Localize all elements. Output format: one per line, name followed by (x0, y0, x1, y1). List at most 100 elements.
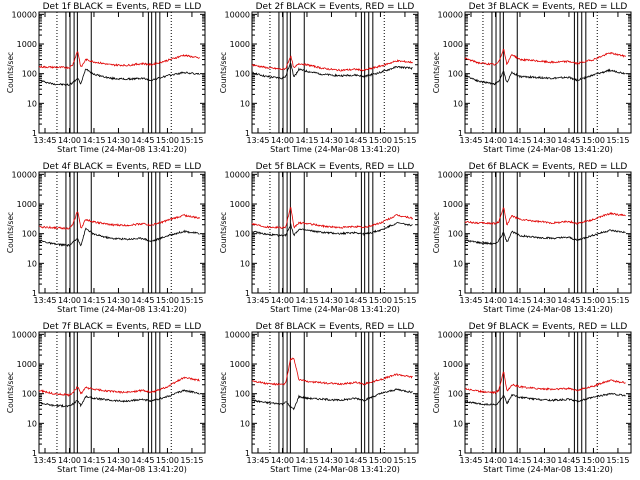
y-axis-label: Counts/sec (6, 52, 15, 93)
panel-title: Det 6f BLACK = Events, RED = LLD (469, 162, 628, 172)
x-tick-label: 14:00 (271, 136, 294, 145)
x-tick-label: 15:00 (156, 456, 179, 465)
y-tick-label: 10 (27, 419, 37, 428)
plot-frame (464, 11, 632, 134)
x-tick-label: 14:30 (533, 136, 556, 145)
panel-5: Det 5f BLACK = Events, RED = LLD 1 10 100 10… (219, 162, 419, 314)
x-axis-label: Start Time (24-Mar-08 13:41:20) (483, 145, 613, 154)
x-tick-label: 14:00 (484, 456, 507, 465)
x-tick-label: 14:30 (107, 136, 130, 145)
y-axis-label: Counts/sec (432, 372, 441, 413)
y-tick-label: 1000 (230, 200, 250, 209)
plot-frame (38, 331, 206, 454)
x-tick-label: 15:15 (393, 136, 416, 145)
panel-title: Det 4f BLACK = Events, RED = LLD (43, 162, 202, 172)
x-tick-label: 14:30 (107, 456, 130, 465)
y-tick-label: 100 (22, 230, 37, 239)
y-tick-label: 1000 (230, 360, 250, 369)
y-tick-label: 10000 (225, 170, 250, 179)
y-tick-label: 1000 (443, 40, 463, 49)
x-tick-label: 15:00 (369, 456, 392, 465)
y-tick-label: 10000 (12, 330, 37, 339)
series-events-line (38, 68, 200, 86)
y-tick-label: 10000 (225, 10, 250, 19)
x-tick-label: 13:45 (459, 136, 482, 145)
x-tick-label: 14:30 (533, 296, 556, 305)
panel-2: Det 2f BLACK = Events, RED = LLD 1 10 100 10… (219, 2, 419, 154)
x-tick-label: 15:15 (393, 296, 416, 305)
x-tick-label: 13:45 (246, 136, 269, 145)
y-tick-label: 1 (458, 129, 463, 138)
x-axis-label: Start Time (24-Mar-08 13:41:20) (57, 465, 187, 474)
y-axis-label: Counts/sec (432, 212, 441, 253)
y-axis-label: Counts/sec (6, 212, 15, 253)
y-tick-label: 10 (27, 259, 37, 268)
panel-7: Det 7f BLACK = Events, RED = LLD 1 10 100 10… (6, 322, 206, 474)
y-tick-label: 10 (240, 259, 250, 268)
x-tick-label: 15:00 (156, 136, 179, 145)
x-tick-label: 15:00 (582, 296, 605, 305)
y-tick-label: 1000 (17, 200, 37, 209)
y-tick-label: 1 (32, 449, 37, 458)
y-tick-label: 10000 (438, 170, 463, 179)
x-tick-label: 14:00 (271, 296, 294, 305)
y-tick-label: 1000 (230, 40, 250, 49)
x-tick-label: 14:15 (82, 456, 105, 465)
x-tick-label: 13:45 (459, 456, 482, 465)
y-tick-label: 10 (453, 259, 463, 268)
x-tick-label: 15:00 (582, 456, 605, 465)
y-axis-label: Counts/sec (219, 212, 228, 253)
panel-title: Det 2f BLACK = Events, RED = LLD (256, 2, 415, 12)
plot-frame (251, 11, 419, 134)
x-tick-label: 15:15 (393, 456, 416, 465)
y-axis-label: Counts/sec (6, 372, 15, 413)
plot-frame (38, 11, 206, 134)
y-tick-label: 1 (458, 289, 463, 298)
series-events-line (251, 387, 413, 411)
plot-frame (251, 331, 419, 454)
x-tick-label: 14:45 (131, 456, 154, 465)
x-tick-label: 13:45 (246, 296, 269, 305)
panel-title: Det 7f BLACK = Events, RED = LLD (43, 322, 202, 332)
series-lld-line (38, 376, 200, 397)
y-tick-label: 1000 (443, 360, 463, 369)
series-lld-line (39, 211, 200, 230)
y-tick-label: 10000 (12, 170, 37, 179)
y-tick-label: 1000 (17, 40, 37, 49)
x-tick-label: 14:15 (508, 296, 531, 305)
panel-1: Det 1f BLACK = Events, RED = LLD 1 10 100 10… (6, 2, 206, 154)
x-tick-label: 13:45 (459, 296, 482, 305)
plot-frame (251, 171, 419, 294)
y-axis-label: Counts/sec (432, 52, 441, 93)
x-axis-label: Start Time (24-Mar-08 13:41:20) (483, 465, 613, 474)
y-tick-label: 10000 (438, 10, 463, 19)
y-tick-label: 1 (32, 129, 37, 138)
x-tick-label: 15:00 (369, 296, 392, 305)
x-tick-label: 15:15 (606, 296, 629, 305)
y-tick-label: 10 (27, 99, 37, 108)
x-tick-label: 14:30 (320, 296, 343, 305)
x-tick-label: 14:15 (295, 456, 318, 465)
series-lld-line (464, 48, 626, 66)
series-lld-line (464, 207, 626, 226)
series-lld-line (464, 371, 626, 395)
x-tick-label: 15:00 (582, 136, 605, 145)
x-tick-label: 14:00 (58, 136, 81, 145)
series-events-line (38, 389, 200, 408)
series-events-line (38, 227, 200, 248)
x-axis-label: Start Time (24-Mar-08 13:41:20) (270, 465, 400, 474)
x-tick-label: 13:45 (246, 456, 269, 465)
x-tick-label: 14:45 (557, 136, 580, 145)
series-events-line (465, 68, 626, 86)
x-tick-label: 14:15 (82, 136, 105, 145)
panel-title: Det 8f BLACK = Events, RED = LLD (256, 322, 415, 332)
panel-title: Det 5f BLACK = Events, RED = LLD (256, 162, 415, 172)
panel-8: Det 8f BLACK = Events, RED = LLD 1 10 100 10… (219, 322, 419, 474)
x-tick-label: 14:00 (58, 296, 81, 305)
y-tick-label: 1 (32, 289, 37, 298)
x-tick-label: 14:30 (320, 136, 343, 145)
series-events-line (251, 221, 413, 238)
y-tick-label: 10000 (438, 330, 463, 339)
x-axis-label: Start Time (24-Mar-08 13:41:20) (270, 145, 400, 154)
y-axis-label: Counts/sec (219, 372, 228, 413)
